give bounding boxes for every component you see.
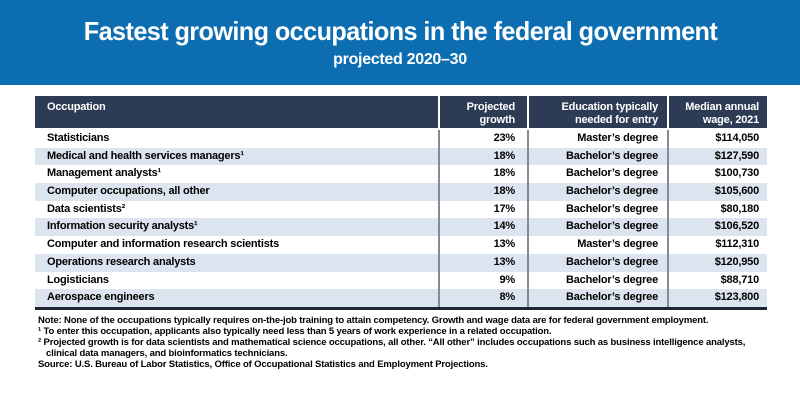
projected-growth-cell: 18%: [438, 165, 527, 184]
occupations-table: Occupation Projected growth Education ty…: [35, 96, 767, 310]
column-header-median-wage: Median annual wage, 2021: [667, 96, 767, 128]
table-header-row: Occupation Projected growth Education ty…: [35, 96, 767, 130]
source-prefix: Source:: [38, 358, 73, 370]
median-wage-cell: $105,600: [667, 183, 767, 201]
occupation-cell: Medical and health services managers¹: [47, 149, 244, 162]
title-banner: Fastest growing occupations in the feder…: [0, 0, 800, 85]
education-cell: Bachelor’s degree: [527, 218, 667, 237]
occupation-cell: Computer occupations, all other: [47, 185, 210, 198]
projected-growth-cell: 18%: [438, 183, 527, 201]
table-body: Statisticians 23% Master’s degree $114,050 M…: [35, 130, 767, 310]
table-row: Data scientists² 17% Bachelor’s degree $80,…: [35, 200, 767, 219]
table-row: Logisticians 9% Bachelor’s degree $88,710: [35, 271, 767, 290]
chart-subtitle: projected 2020–30: [333, 51, 467, 68]
occupation-cell: Logisticians: [47, 273, 109, 286]
source-line: Source: U.S. Bureau of Labor Statistics,…: [38, 359, 770, 370]
education-cell: Bachelor’s degree: [527, 289, 667, 307]
median-wage-cell: $114,050: [667, 130, 767, 148]
footnote-1: ¹ To enter this occupation, applicants a…: [38, 325, 552, 337]
column-header-projected-growth: Projected growth: [438, 96, 527, 128]
table-row: Statisticians 23% Master’s degree $114,050: [35, 130, 767, 148]
occupation-cell: Statisticians: [47, 132, 110, 144]
column-header-education: Education typically needed for entry: [527, 96, 667, 128]
note-prefix: Note:: [38, 314, 62, 326]
education-cell: Bachelor’s degree: [527, 183, 667, 201]
occupation-cell: Management analysts¹: [47, 167, 161, 180]
projected-growth-cell: 23%: [438, 130, 527, 148]
projected-growth-cell: 13%: [438, 236, 527, 254]
education-cell: Bachelor’s degree: [527, 200, 667, 219]
table-row: Management analysts¹ 18% Bachelor’s degree…: [35, 165, 767, 184]
median-wage-cell: $100,730: [667, 165, 767, 184]
median-wage-cell: $112,310: [667, 236, 767, 254]
median-wage-cell: $88,710: [667, 271, 767, 290]
footnotes-block: Note: None of the occupations typically …: [38, 315, 770, 370]
education-cell: Master’s degree: [527, 236, 667, 254]
education-cell: Bachelor’s degree: [527, 165, 667, 184]
projected-growth-cell: 9%: [438, 271, 527, 290]
occupation-cell: Information security analysts¹: [47, 220, 198, 233]
table-row: Computer occupations, all other 18% Bachel…: [35, 183, 767, 201]
note-line: Note: None of the occupations typically …: [38, 315, 770, 326]
table-row: Medical and health services managers¹ 18%…: [35, 147, 767, 166]
projected-growth-cell: 18%: [438, 147, 527, 166]
note-text: None of the occupations typically requir…: [61, 314, 709, 326]
median-wage-cell: $120,950: [667, 253, 767, 272]
occupation-cell: Computer and information research scient…: [47, 238, 280, 251]
median-wage-cell: $106,520: [667, 218, 767, 237]
column-header-occupation: Occupation: [47, 101, 106, 113]
education-cell: Bachelor’s degree: [527, 147, 667, 166]
occupation-cell: Operations research analysts: [47, 255, 196, 268]
median-wage-cell: $127,590: [667, 147, 767, 166]
median-wage-cell: $80,180: [667, 200, 767, 219]
projected-growth-cell: 14%: [438, 218, 527, 237]
table-row: Aerospace engineers 8% Bachelor’s degree $1…: [35, 289, 767, 307]
median-wage-cell: $123,800: [667, 289, 767, 307]
footnote-2: ² Projected growth is for data scientist…: [38, 336, 746, 359]
source-text: U.S. Bureau of Labor Statistics, Office …: [72, 358, 488, 370]
education-cell: Master’s degree: [527, 130, 667, 148]
education-cell: Bachelor’s degree: [527, 253, 667, 272]
projected-growth-cell: 17%: [438, 200, 527, 219]
table-row: Computer and information research scient…: [35, 236, 767, 254]
table-row: Information security analysts¹ 14% Bachelo…: [35, 218, 767, 237]
education-cell: Bachelor’s degree: [527, 271, 667, 290]
occupation-cell: Data scientists²: [47, 202, 126, 215]
table-row: Operations research analysts 13% Bachelor’…: [35, 253, 767, 272]
occupation-cell: Aerospace engineers: [47, 291, 155, 304]
projected-growth-cell: 8%: [438, 289, 527, 307]
projected-growth-cell: 13%: [438, 253, 527, 272]
chart-title: Fastest growing occupations in the feder…: [83, 16, 717, 46]
